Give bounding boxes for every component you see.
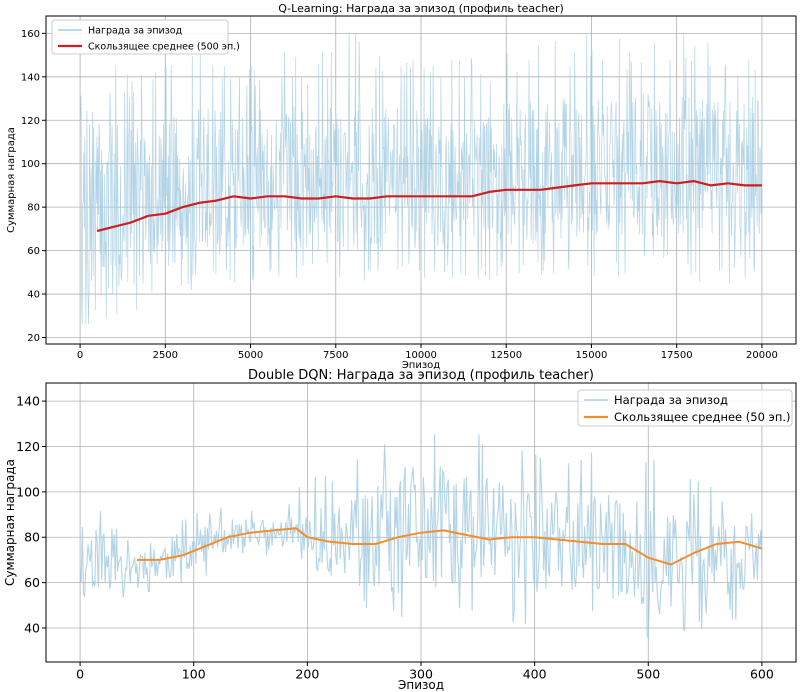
legend-label: Награда за эпизод [88, 25, 183, 36]
y-axis-label: Суммарная награда [6, 127, 17, 233]
legend-label: Скользящее среднее (500 эп.) [88, 41, 240, 52]
y-tick-label: 140 [16, 394, 40, 409]
y-tick-label: 60 [27, 246, 40, 257]
x-tick-label: 0 [77, 350, 83, 361]
series-moving-average-line [96, 180, 762, 233]
x-tick-label: 600 [750, 667, 774, 682]
chart-title: Q-Learning: Награда за эпизод (профиль t… [278, 2, 564, 15]
x-tick-label: 400 [523, 667, 547, 682]
y-tick-label: 140 [21, 72, 40, 83]
x-tick-label: 10000 [405, 350, 437, 361]
y-axis-label: Суммарная награда [3, 459, 17, 586]
y-tick-label: 20 [27, 333, 40, 344]
chart-legend: Награда за эпизод Скользящее среднее (500… [51, 19, 240, 55]
y-tick-label: 160 [21, 29, 40, 40]
y-tick-label: 40 [27, 290, 40, 301]
chart-panel-1: 0 2500 5000 7500 10000 12500 15000 17500 20000 20… [6, 2, 797, 371]
y-tick-label: 40 [24, 620, 40, 635]
x-tick-label: 100 [182, 667, 206, 682]
legend-label: Скользящее среднее (50 эп.) [614, 410, 791, 424]
y-tick-label: 100 [16, 484, 40, 499]
x-tick-label: 7500 [323, 350, 348, 361]
x-axis-label: Эпизод [398, 678, 444, 692]
plot-area [79, 434, 763, 640]
x-tick-label: 5000 [238, 350, 263, 361]
x-tick-label: 0 [76, 667, 84, 682]
plot-area [79, 32, 763, 325]
y-tick-label: 100 [21, 159, 40, 170]
chart-title: Double DQN: Награда за эпизод (профиль t… [248, 368, 594, 383]
x-tick-label: 17500 [661, 350, 693, 361]
legend-label: Награда за эпизод [614, 393, 728, 407]
series-moving-average-line [136, 527, 763, 566]
y-tick-label: 120 [16, 439, 40, 454]
y-tick-label: 80 [24, 530, 40, 545]
chart-legend: Награда за эпизод Скользящее среднее (50 … [577, 389, 793, 427]
legend-box [577, 389, 793, 427]
y-tick-label: 80 [27, 203, 40, 214]
chart-panel-2: 0 100 200 300 400 500 600 40 60 80 100 120 140 Double… [3, 368, 797, 692]
legend-box [51, 19, 229, 55]
x-tick-label: 2500 [153, 350, 178, 361]
x-tick-label: 200 [295, 667, 319, 682]
y-tick-label: 60 [24, 575, 40, 590]
x-tick-label: 20000 [746, 350, 778, 361]
x-axis-label: Эпизод [402, 360, 440, 371]
series-reward-line [79, 434, 763, 640]
x-tick-label: 12500 [490, 350, 522, 361]
x-tick-label: 15000 [576, 350, 608, 361]
y-tick-label: 120 [21, 116, 40, 127]
series-reward-line [79, 32, 763, 325]
x-tick-label: 300 [409, 667, 433, 682]
x-tick-label: 500 [636, 667, 660, 682]
